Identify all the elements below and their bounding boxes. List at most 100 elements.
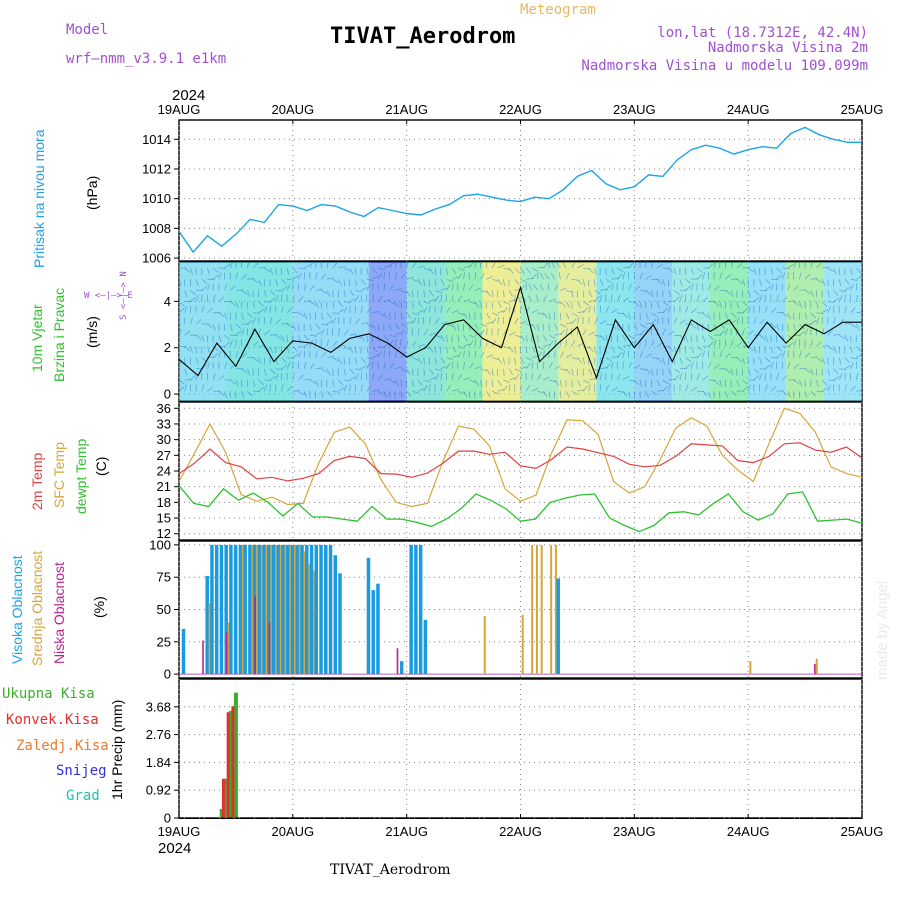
wind-barb — [429, 267, 434, 275]
wind-barb — [383, 312, 388, 320]
wind-barb — [269, 290, 276, 296]
wind-barb — [588, 290, 593, 297]
high-cloud-bar — [248, 544, 252, 675]
pressure-line — [178, 126, 862, 254]
y-tick-label: 30 — [157, 432, 171, 447]
wind-barb — [497, 264, 505, 269]
wind-barb — [844, 335, 849, 342]
wind-barb — [269, 368, 276, 374]
wind-barb — [622, 297, 630, 302]
wind-barb — [235, 323, 242, 330]
wind-barb — [338, 309, 345, 314]
wind-barb — [793, 261, 797, 269]
wind-barb — [378, 346, 386, 349]
wind-barb — [229, 261, 234, 269]
wind-barb — [622, 272, 626, 280]
wind-barb — [810, 277, 818, 280]
wind-barb — [218, 375, 225, 381]
wind-barb — [827, 290, 830, 298]
wind-barb — [662, 357, 665, 365]
wind-barb — [776, 274, 783, 280]
wind-barb — [343, 279, 345, 287]
wind-barb — [708, 341, 714, 347]
wind-barb — [531, 361, 534, 369]
wind-barb — [372, 283, 374, 291]
wind-barb — [377, 374, 383, 381]
wind-barb — [435, 368, 442, 372]
wind-barb — [776, 294, 779, 302]
wind-barb — [343, 290, 346, 298]
model-label: Model — [66, 22, 108, 38]
high-cloud-bar — [300, 544, 304, 675]
y-tick-label: 2.76 — [146, 727, 171, 742]
wind-barb — [446, 357, 454, 361]
wind-barb — [588, 331, 596, 336]
x-tick-label-top: 21AUG — [385, 102, 428, 117]
wind-barb — [491, 368, 494, 376]
wind-barb — [298, 335, 301, 343]
wind-barb — [787, 312, 791, 320]
wind-barb — [562, 261, 567, 269]
wind-barb — [423, 329, 429, 336]
wind-barb — [810, 290, 814, 297]
wind-barb — [463, 377, 471, 381]
wind-barb — [377, 351, 382, 358]
wind-barb — [685, 363, 691, 370]
wind-barb — [463, 265, 471, 269]
wind-barb — [326, 368, 331, 376]
wind-barb — [440, 294, 443, 302]
wind-barb — [508, 377, 516, 381]
wind-barb — [412, 312, 420, 316]
wind-barb — [582, 307, 588, 314]
wind-barb — [434, 357, 437, 365]
wind-barb — [554, 284, 559, 291]
wind-barb — [793, 323, 796, 331]
wind-barb — [252, 262, 259, 269]
wind-barb — [286, 307, 293, 314]
wind-barb — [406, 355, 414, 358]
wind-barb — [303, 391, 308, 398]
wind-barb — [645, 290, 651, 296]
y-tick-label: 1012 — [142, 161, 171, 176]
wind-barb — [787, 283, 791, 291]
temp-label-sfc: SFC Temp — [51, 442, 67, 508]
wind-barb — [651, 368, 654, 376]
wind-barb — [360, 384, 363, 392]
wind-barb — [304, 264, 311, 269]
wind-barb — [577, 389, 585, 392]
wind-barb — [201, 278, 208, 285]
wind-barb — [776, 267, 782, 274]
wind-barb — [713, 261, 717, 269]
wind-barb — [190, 296, 197, 302]
wind-barb — [229, 323, 233, 331]
x-tick-labels: 19AUG 19AUG 20AUG 20AUG 21AUG 21AUG 22AUG 22AUG… — [158, 102, 884, 839]
wind-barb — [343, 329, 349, 336]
wind-barb — [184, 384, 188, 392]
wind-barb — [252, 357, 259, 363]
wind-barb — [457, 373, 463, 381]
wind-barb — [377, 295, 383, 302]
wind-barb — [349, 290, 355, 297]
wind-barb — [195, 319, 202, 325]
wind-barb — [753, 290, 760, 296]
wind-barb — [286, 323, 294, 329]
wind-barb — [656, 342, 664, 347]
wind-barb — [411, 290, 414, 298]
wind-barb — [855, 373, 859, 381]
wind-barb — [656, 317, 660, 325]
wind-barb — [702, 312, 709, 318]
x-tick-label-top: 23AUG — [613, 102, 656, 117]
wind-barb — [252, 341, 259, 347]
wind-barb — [628, 379, 636, 382]
wind-barb — [656, 379, 661, 387]
y-tick-label: 2 — [164, 340, 171, 355]
wind-barb — [565, 290, 573, 293]
wind-barb — [246, 261, 250, 269]
wind-barb — [730, 368, 734, 376]
wind-barb — [264, 306, 268, 313]
wind-barb — [332, 340, 338, 347]
wind-barb — [468, 391, 471, 399]
wind-barb — [628, 362, 632, 369]
wind-barb — [520, 357, 525, 364]
wind-barb — [241, 368, 248, 374]
